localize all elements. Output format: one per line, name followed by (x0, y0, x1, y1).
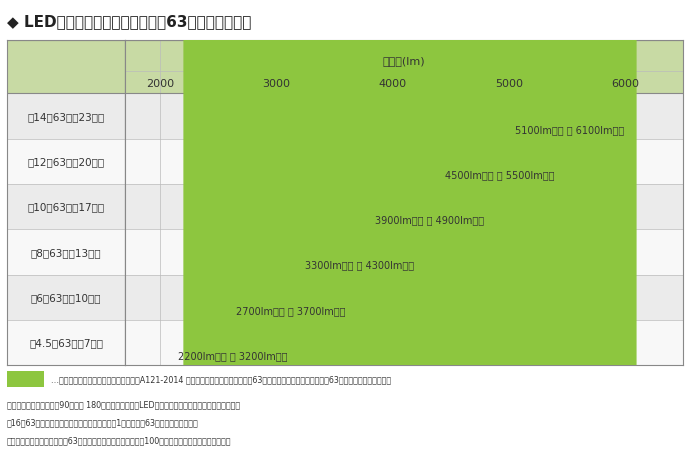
Bar (126, 275, 683, 320)
Bar (126, 94, 683, 139)
Text: ～8畒63（琰13㎡）: ～8畒63（琰13㎡） (31, 247, 101, 258)
Bar (7, 184, 126, 230)
Bar (7, 275, 126, 320)
Text: ～4.5畒63（琰7㎡）: ～4.5畒63（琰7㎡） (29, 338, 103, 348)
Text: 5000: 5000 (495, 78, 523, 88)
Text: 4500lm以上 ～ 5500lm未満: 4500lm以上 ～ 5500lm未満 (445, 170, 554, 179)
Text: 5100lm以上 ～ 6100lm未満: 5100lm以上 ～ 6100lm未満 (515, 124, 624, 134)
Text: ・16畒63以上の部屋は、照度均斍度を考慮し、1器具での畒63数表示は設けない。: ・16畒63以上の部屋は、照度均斍度を考慮し、1器具での畒63数表示は設けない。 (7, 418, 199, 427)
Bar (7, 139, 126, 184)
Text: 明るさ(lm): 明るさ(lm) (383, 56, 426, 66)
Text: 3900lm以上 ～ 4900lm未満: 3900lm以上 ～ 4900lm未満 (375, 215, 484, 225)
FancyBboxPatch shape (241, 0, 357, 451)
Text: 6000: 6000 (611, 78, 639, 88)
Text: ～14畒63（琰23㎡）: ～14畒63（琰23㎡） (28, 112, 105, 122)
Bar (126, 41, 683, 94)
Text: 2000: 2000 (146, 78, 174, 88)
Text: ～10畒63（琰17㎡）: ～10畒63（琰17㎡） (28, 202, 105, 212)
Text: ～12畒63（琰20㎡）: ～12畒63（琰20㎡） (28, 157, 105, 167)
Text: ・標準定格光束は、各適用畒63数ランクにおいて、平均照度が100ルクスとなる目安の光束である。: ・標準定格光束は、各適用畒63数ランクにおいて、平均照度が100ルクスとなる目安… (7, 435, 231, 444)
FancyBboxPatch shape (381, 0, 497, 451)
Bar (7, 320, 126, 365)
Text: ～6畒63（琰10㎡）: ～6畒63（琰10㎡） (31, 293, 101, 303)
Text: 3300lm以上 ～ 4300lm未満: 3300lm以上 ～ 4300lm未満 (306, 260, 415, 270)
Bar (7, 371, 44, 387)
Text: ・準全般配光形（配光褉90度以上 180度未満）の電球形LEDランプを使用した器具は対象外とする。: ・準全般配光形（配光褉90度以上 180度未満）の電球形LEDランプを使用した器… (7, 400, 240, 409)
FancyBboxPatch shape (311, 0, 427, 451)
Bar (126, 320, 683, 365)
FancyBboxPatch shape (520, 0, 637, 451)
Bar (7, 94, 126, 139)
Text: ◆ LEDシーリングライト「適用畒63数」の表示基準: ◆ LEDシーリングライト「適用畒63数」の表示基準 (7, 14, 251, 29)
Bar (126, 139, 683, 184)
Text: 2700lm以上 ～ 3700lm未満: 2700lm以上 ～ 3700lm未満 (236, 305, 345, 315)
Text: 2200lm以上 ～ 3200lm未満: 2200lm以上 ～ 3200lm未満 (177, 350, 287, 360)
Bar (7, 41, 126, 94)
FancyBboxPatch shape (451, 0, 567, 451)
Bar (7, 230, 126, 275)
Text: …一般社団法人日本照明工業会「ガイドA121-2014 住宅用カタログにおける適用畒63数表示基準」で定められた各畒63数における明るさの範囲: …一般社団法人日本照明工業会「ガイドA121-2014 住宅用カタログにおける適… (51, 374, 391, 383)
Bar (126, 230, 683, 275)
FancyBboxPatch shape (184, 0, 299, 451)
Text: 4000: 4000 (379, 78, 406, 88)
Text: 3000: 3000 (262, 78, 290, 88)
Bar (126, 184, 683, 230)
